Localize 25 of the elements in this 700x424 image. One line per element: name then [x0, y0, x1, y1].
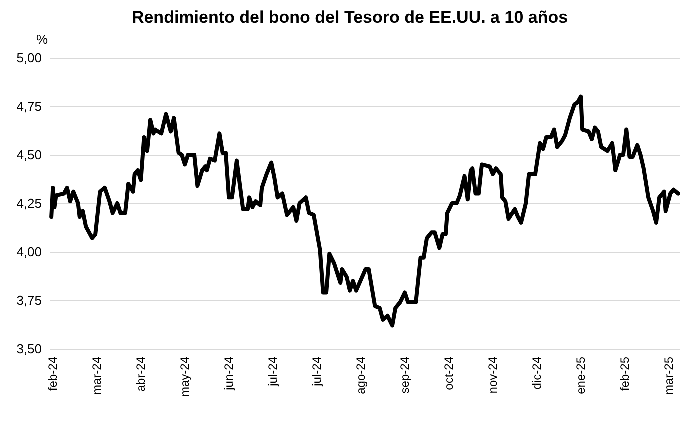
- y-tick-label: 4,25: [16, 196, 42, 211]
- y-tick-label: 4,75: [16, 99, 42, 114]
- y-tick-label: 3,50: [16, 342, 42, 356]
- x-tick-label: abr-24: [134, 356, 148, 392]
- x-tick-label: jul-24: [310, 356, 324, 388]
- y-tick-label: 4,50: [16, 148, 42, 162]
- y-axis-title: %: [36, 32, 48, 47]
- line-series: [50, 94, 680, 328]
- x-tick-label: mar-24: [90, 356, 104, 396]
- y-tick-label: 4,00: [16, 244, 42, 260]
- x-tick-label: ene-25: [574, 356, 588, 394]
- x-tick-label: dic-24: [530, 356, 544, 390]
- x-tick-label: jul-24: [266, 356, 280, 388]
- x-tick-label: mar-25: [662, 356, 676, 396]
- x-tick-label: sep-24: [398, 356, 412, 394]
- x-tick-label: may-24: [178, 356, 192, 398]
- y-tick-label: 5,00: [16, 50, 42, 66]
- x-tick-label: oct-24: [442, 356, 456, 390]
- x-tick-label: feb-24: [46, 356, 60, 392]
- y-tick-label: 3,75: [16, 293, 42, 308]
- x-tick-label: feb-25: [618, 356, 632, 392]
- x-tick-label: nov-24: [486, 356, 500, 394]
- x-tick-label: ago-24: [354, 356, 368, 394]
- x-tick-label: jun-24: [222, 356, 236, 392]
- chart-title: Rendimiento del bono del Tesoro de EE.UU. a 10 años: [132, 8, 568, 27]
